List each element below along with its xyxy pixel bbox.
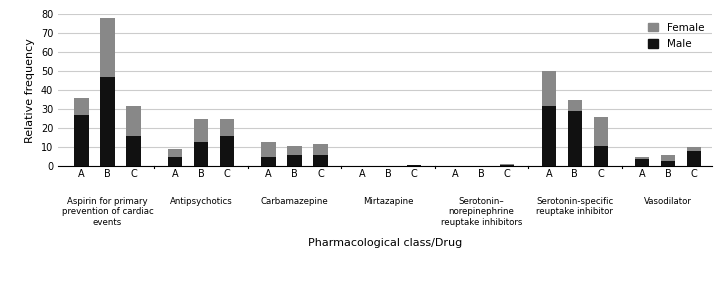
Bar bbox=[194, 142, 208, 166]
Bar bbox=[74, 98, 89, 115]
Text: Carbamazepine: Carbamazepine bbox=[260, 197, 329, 206]
Bar bbox=[568, 100, 582, 111]
Bar bbox=[500, 164, 515, 166]
Bar bbox=[74, 115, 89, 166]
Text: Antipsychotics: Antipsychotics bbox=[169, 197, 233, 206]
Bar bbox=[261, 142, 276, 157]
Bar bbox=[220, 119, 234, 136]
Bar bbox=[687, 148, 702, 151]
Bar bbox=[287, 146, 302, 155]
Text: Aspirin for primary
prevention of cardiac
events: Aspirin for primary prevention of cardia… bbox=[62, 197, 153, 227]
Bar bbox=[168, 157, 182, 166]
Text: Vasodilator: Vasodilator bbox=[644, 197, 692, 206]
Bar bbox=[687, 151, 702, 166]
Bar bbox=[568, 111, 582, 166]
Bar bbox=[661, 155, 675, 161]
Bar bbox=[635, 159, 649, 166]
Bar bbox=[168, 149, 182, 157]
Bar bbox=[313, 144, 328, 155]
Bar bbox=[287, 155, 302, 166]
Bar bbox=[313, 155, 328, 166]
Bar bbox=[261, 157, 276, 166]
Text: Mirtazapine: Mirtazapine bbox=[363, 197, 413, 206]
Bar bbox=[126, 106, 140, 136]
Y-axis label: Relative frequency: Relative frequency bbox=[25, 38, 36, 143]
Bar bbox=[542, 71, 556, 106]
Bar bbox=[542, 106, 556, 166]
Bar bbox=[100, 77, 115, 166]
Text: Serotonin–
norepinephrine
reuptake inhibitors: Serotonin– norepinephrine reuptake inhib… bbox=[441, 197, 522, 227]
Bar bbox=[220, 136, 234, 166]
Bar bbox=[635, 157, 649, 159]
Bar bbox=[100, 18, 115, 77]
Bar bbox=[594, 117, 608, 146]
X-axis label: Pharmacological class/Drug: Pharmacological class/Drug bbox=[308, 238, 462, 248]
Bar bbox=[661, 161, 675, 166]
Bar bbox=[194, 119, 208, 142]
Text: Serotonin-specific
reuptake inhibitor: Serotonin-specific reuptake inhibitor bbox=[537, 197, 614, 216]
Legend: Female, Male: Female, Male bbox=[645, 20, 707, 52]
Bar bbox=[594, 146, 608, 166]
Bar bbox=[126, 136, 140, 166]
Bar bbox=[406, 164, 421, 166]
